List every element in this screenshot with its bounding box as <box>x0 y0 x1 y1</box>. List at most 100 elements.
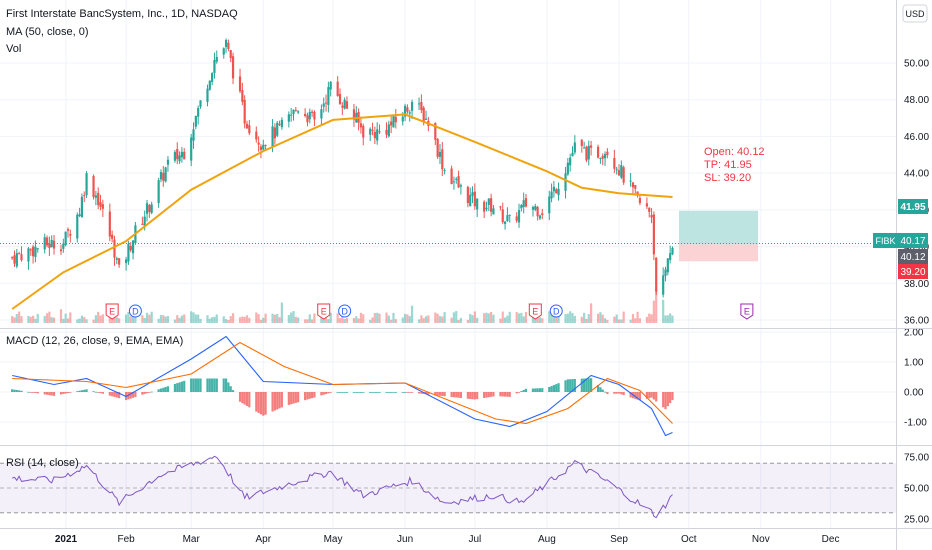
volume-bar <box>662 299 665 323</box>
macd-histogram-bar <box>20 390 23 392</box>
volume-bar <box>564 314 567 323</box>
macd-histogram-bar <box>292 392 295 404</box>
volume-bar <box>655 288 658 323</box>
volume-bar <box>606 319 609 323</box>
macd-histogram-bar <box>259 392 263 415</box>
candle-body <box>603 154 607 159</box>
dividend-marker[interactable]: D <box>549 304 563 318</box>
volume-bar <box>206 315 209 323</box>
volume-bar <box>569 311 572 323</box>
volume-bar <box>596 313 600 323</box>
candle-body <box>313 111 316 120</box>
macd-histogram-bar <box>555 384 558 392</box>
macd-histogram-bar <box>564 380 567 392</box>
volume-bar <box>345 317 349 323</box>
volume-bar <box>229 316 232 323</box>
candle-body <box>127 243 130 262</box>
macd-histogram-bar <box>362 392 365 393</box>
macd-histogram-bar <box>243 392 246 405</box>
macd-histogram-bar <box>313 392 316 398</box>
macd-histogram-bar <box>390 392 393 393</box>
macd-histogram-bar <box>85 389 88 392</box>
candle-body <box>476 198 479 210</box>
trade-zones[interactable] <box>0 210 896 262</box>
macd-histogram-bar <box>324 392 328 395</box>
earnings-marker[interactable]: E <box>740 303 754 320</box>
macd-histogram-bar <box>64 392 67 394</box>
volume-bar <box>522 316 525 323</box>
candle-body <box>666 258 669 273</box>
macd-histogram-bar <box>159 388 163 392</box>
candle-body <box>452 181 456 183</box>
macd-histogram-bar <box>52 392 56 396</box>
macd-histogram-bar <box>508 392 511 397</box>
dividend-marker[interactable]: D <box>338 304 352 318</box>
take-profit-zone[interactable] <box>679 210 758 245</box>
volume-bar <box>552 315 555 323</box>
candle-body <box>371 129 374 131</box>
macd-histogram-bar <box>180 381 183 392</box>
dividend-marker[interactable]: D <box>128 304 142 318</box>
candle-body <box>308 111 311 120</box>
macd-histogram-bar <box>552 385 555 392</box>
macd-histogram-bar <box>471 392 474 400</box>
macd-histogram-bar <box>176 383 179 392</box>
dividend-marker-circle <box>338 304 352 318</box>
macd-histogram-bar <box>101 392 104 394</box>
volume-indicator-label[interactable]: Vol <box>6 43 21 55</box>
candle-body <box>483 201 486 212</box>
volume-bar <box>190 311 193 323</box>
rsi-indicator-label[interactable]: RSI (14, close) <box>6 457 79 469</box>
macd-histogram <box>11 378 674 416</box>
volume-bar <box>127 311 130 323</box>
candle-body <box>62 243 65 249</box>
macd-histogram-bar <box>369 392 372 393</box>
macd-histogram-bar <box>150 391 153 393</box>
macd-histogram-bar <box>645 392 648 399</box>
candle-body <box>262 144 265 150</box>
macd-histogram-bar <box>304 392 307 401</box>
candlesticks <box>11 38 674 298</box>
candle-body <box>617 170 621 176</box>
event-marker-label: D <box>341 307 348 317</box>
volume-bar <box>45 313 49 323</box>
currency-button[interactable] <box>902 4 928 23</box>
macd-histogram-bar <box>466 392 469 399</box>
earnings-marker[interactable]: E <box>317 303 331 320</box>
macd-histogram-bar <box>420 392 423 394</box>
macd-histogram-bar <box>194 378 197 392</box>
macd-histogram-bar <box>373 392 376 393</box>
volume-bar <box>255 312 258 323</box>
earnings-marker[interactable]: E <box>528 303 542 320</box>
rsi-band <box>0 462 896 514</box>
candle-body <box>29 249 32 251</box>
volume-bar <box>83 316 86 323</box>
volume-bar <box>297 317 300 323</box>
candle-body <box>125 259 128 264</box>
candle-body <box>294 110 297 112</box>
stop-loss-zone[interactable] <box>679 244 758 262</box>
candle-body <box>601 155 604 159</box>
event-marker-label: E <box>321 307 327 317</box>
macd-histogram-bar <box>183 380 186 392</box>
candle-body <box>408 112 411 114</box>
earnings-marker[interactable]: E <box>105 303 119 320</box>
dividend-marker-circle <box>128 304 142 318</box>
candle-body <box>345 101 349 109</box>
candle-body <box>650 214 653 218</box>
macd-histogram-bar <box>36 392 39 394</box>
candle-body <box>327 87 330 105</box>
macd-histogram-bar <box>306 392 309 400</box>
macd-histogram-bar <box>517 392 521 393</box>
candle-body <box>311 111 314 113</box>
candle-body <box>631 182 635 188</box>
macd-histogram-bar <box>273 392 276 411</box>
macd-indicator-label[interactable]: MACD (12, 26, close, 9, EMA, EMA) <box>6 335 183 347</box>
macd-histogram-bar <box>32 392 35 393</box>
ma-indicator-label[interactable]: MA (50, close, 0) <box>6 26 89 38</box>
volume-bar <box>394 319 397 323</box>
macd-histogram-bar <box>111 392 114 397</box>
macd-histogram-bar <box>501 392 504 397</box>
